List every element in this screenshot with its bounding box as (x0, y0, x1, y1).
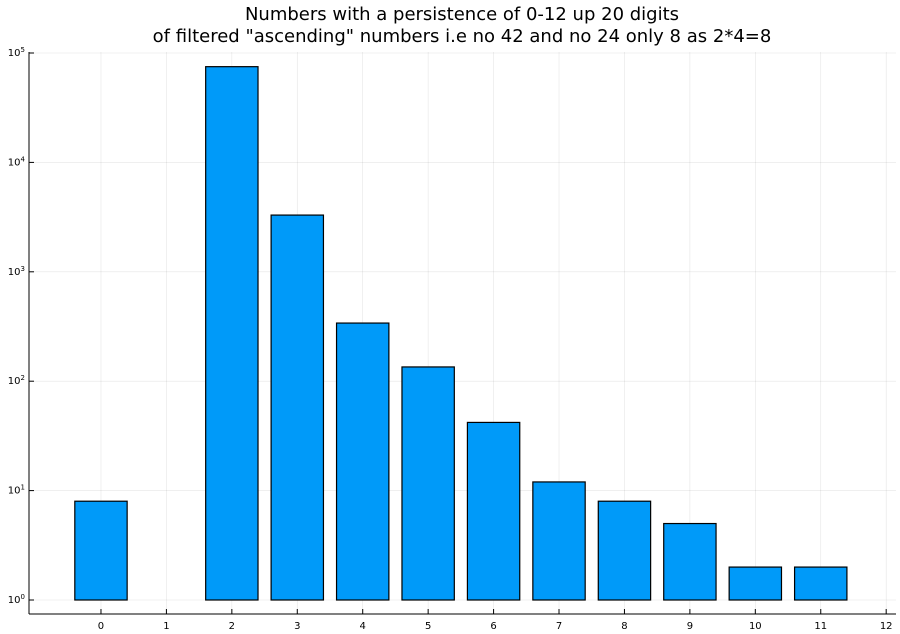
x-tick-label: 5 (425, 621, 431, 632)
x-tick-label: 4 (360, 621, 366, 632)
x-tick-label: 10 (749, 621, 762, 632)
bar-2 (205, 66, 259, 601)
bar-series (74, 66, 848, 601)
bar-6 (466, 421, 521, 601)
x-tick-label: 3 (294, 621, 300, 632)
y-tick-label: 101 (8, 484, 25, 497)
bar-4 (335, 322, 390, 601)
x-tick-label: 2 (229, 621, 235, 632)
bar-11 (793, 566, 848, 601)
y-tick-label: 105 (8, 46, 25, 59)
bar-7 (532, 481, 586, 601)
x-tick-label: 12 (880, 621, 893, 632)
x-tick-label: 11 (814, 621, 827, 632)
x-axis-ticks: 0 1 2 3 4 5 6 7 8 9 10 11 12 (98, 609, 893, 632)
bar-10 (728, 566, 783, 601)
grid-lines (29, 52, 896, 614)
bar-3 (270, 214, 325, 601)
y-tick-label: 100 (8, 593, 25, 606)
x-tick-label: 0 (98, 621, 104, 632)
chart-title-line-2: of filtered "ascending" numbers i.e no 4… (153, 26, 772, 47)
bar-5 (401, 366, 455, 601)
y-tick-label: 104 (8, 155, 26, 168)
x-tick-label: 9 (687, 621, 693, 632)
bar-8 (597, 500, 652, 601)
chart-title-line-1: Numbers with a persistence of 0-12 up 20… (245, 4, 679, 25)
x-tick-label: 8 (621, 621, 627, 632)
x-tick-label: 1 (163, 621, 169, 632)
bar-0 (74, 500, 128, 601)
x-tick-label: 6 (490, 621, 496, 632)
axes (28, 52, 896, 615)
bar-9 (663, 522, 717, 601)
y-tick-label: 103 (8, 265, 25, 278)
y-tick-label: 102 (8, 374, 25, 387)
x-tick-label: 7 (556, 621, 562, 632)
y-axis-ticks: 100 101 102 103 104 105 (8, 46, 34, 606)
chart-title: Numbers with a persistence of 0-12 up 20… (153, 4, 772, 47)
